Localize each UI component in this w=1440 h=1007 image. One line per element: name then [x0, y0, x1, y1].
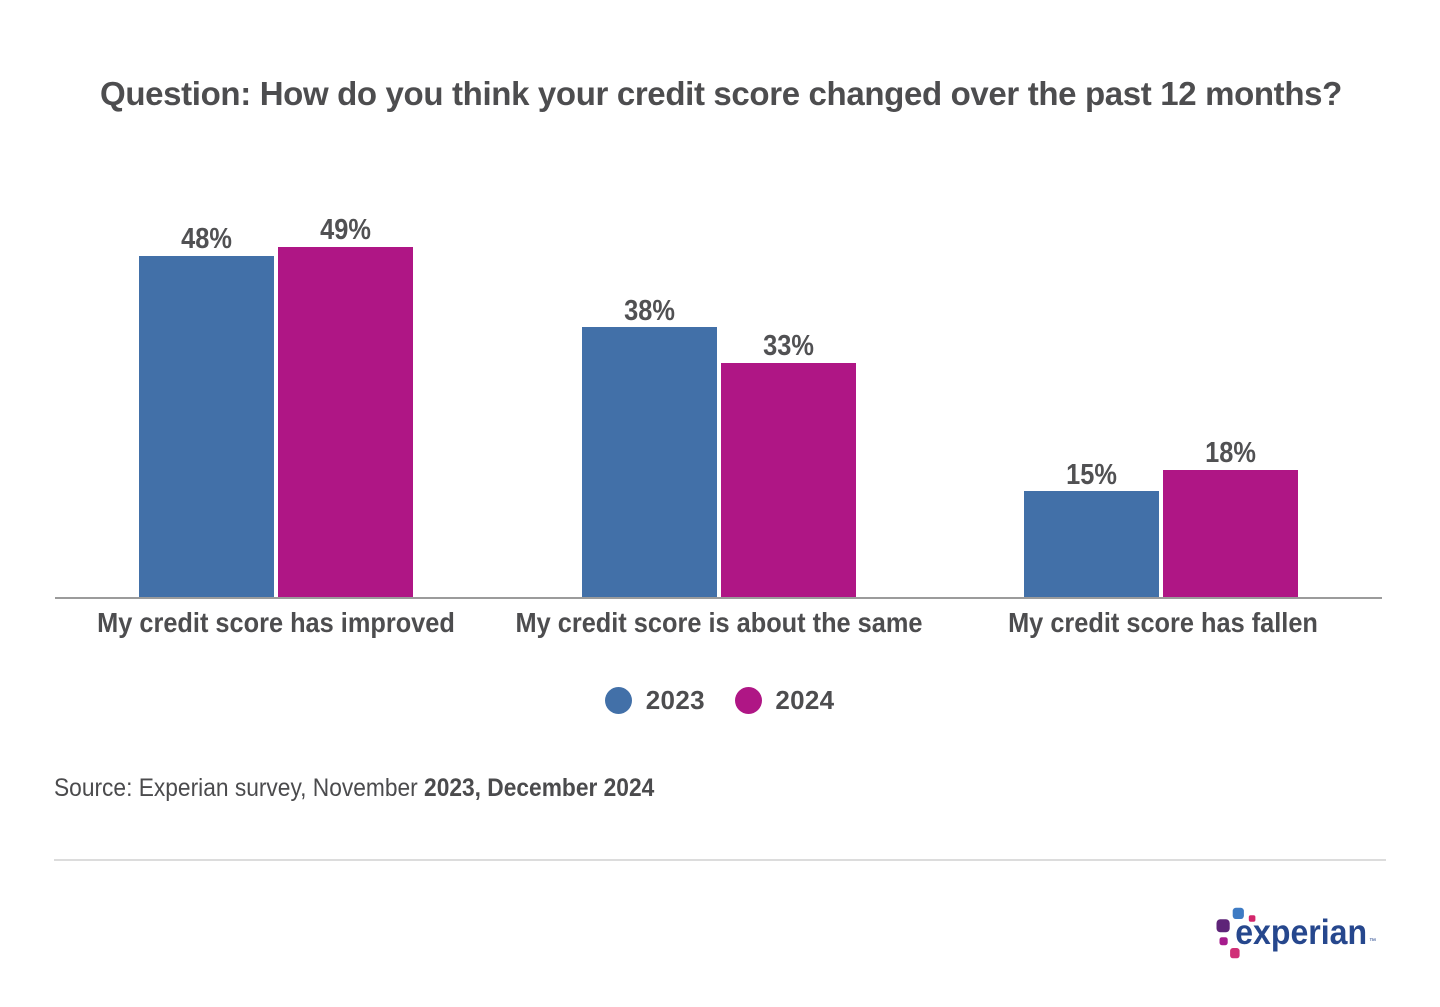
svg-text:™: ™ [1369, 938, 1376, 945]
svg-text:experian: experian [1235, 913, 1367, 952]
